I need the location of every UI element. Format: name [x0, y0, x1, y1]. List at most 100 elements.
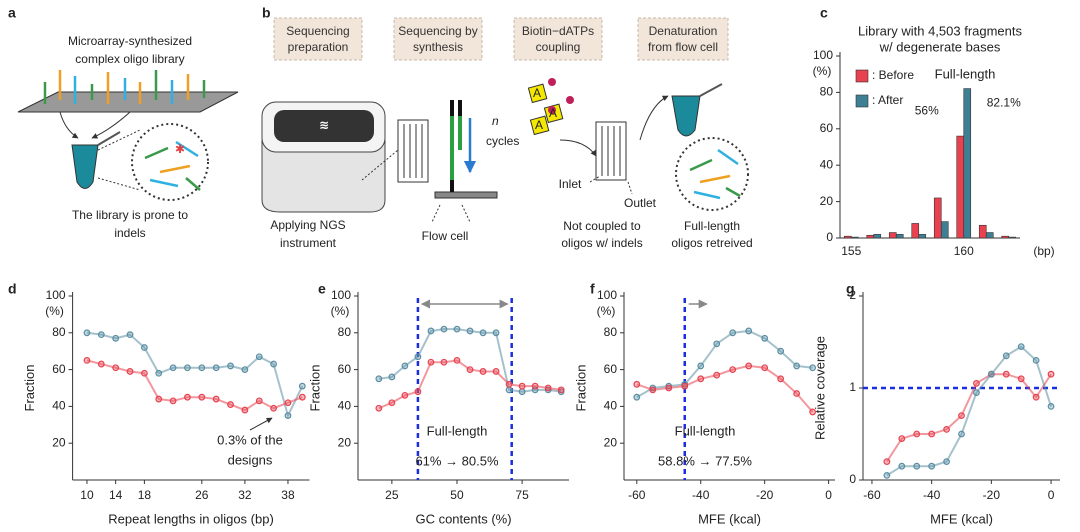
x-tick-label: 0 — [825, 488, 832, 502]
data-point — [112, 364, 120, 372]
x-tick-label: -60 — [863, 488, 881, 502]
data-point — [198, 364, 206, 372]
data-point — [492, 368, 500, 375]
data-point — [212, 395, 220, 403]
x-tick-label: 38 — [281, 488, 295, 502]
legend-swatch — [855, 94, 869, 108]
data-point — [943, 426, 950, 433]
x-axis-title: MFE (kcal) — [930, 511, 993, 526]
step-text: Sequencing by — [398, 24, 477, 38]
data-point — [375, 375, 383, 383]
steps: Sequencing preparation Sequencing by syn… — [273, 17, 729, 61]
bar — [1001, 235, 1010, 239]
data-point — [809, 408, 817, 416]
x-tick-label: -20 — [983, 488, 1001, 502]
y-tick-label: 80 — [820, 85, 834, 99]
data-point — [155, 395, 163, 403]
data-point — [793, 390, 801, 397]
diagram-text: Outlet — [624, 196, 657, 210]
series-line — [378, 359, 562, 410]
legend-label: : Before — [872, 68, 914, 82]
data-point — [112, 334, 120, 342]
data-point — [284, 412, 292, 420]
data-point — [973, 380, 980, 387]
zoom-circle — [131, 123, 209, 201]
diagram-text: complex oligo library — [75, 52, 184, 66]
data-point — [681, 382, 689, 390]
annotation: designs — [228, 452, 273, 467]
leader — [627, 181, 633, 195]
data-point — [898, 462, 906, 470]
bar — [911, 223, 920, 239]
arrow — [639, 95, 669, 141]
bar — [1008, 236, 1017, 239]
data-point — [518, 388, 526, 396]
step-box — [393, 17, 483, 61]
data-point — [505, 386, 513, 394]
data-point — [241, 406, 249, 414]
data-point — [913, 462, 921, 470]
panel-label: d — [8, 281, 17, 297]
data-point — [97, 331, 105, 339]
series-line — [636, 329, 813, 399]
y-tick-label: 60 — [604, 362, 618, 376]
zoom-circle — [675, 137, 749, 211]
data-point — [943, 458, 950, 466]
y-tick-label: 0 — [826, 230, 833, 244]
x-axis-title: MFE (kcal) — [698, 511, 761, 526]
data-point — [958, 430, 965, 438]
y-tick-label: 20 — [52, 435, 66, 449]
y-tick-label: 40 — [338, 399, 352, 413]
data-point — [140, 344, 148, 351]
data-point — [440, 358, 448, 366]
step-box — [273, 17, 363, 61]
y-axis-title: Fraction — [22, 365, 37, 412]
leader — [589, 175, 601, 183]
data-point — [958, 412, 965, 420]
step-text: coupling — [536, 40, 581, 54]
data-point — [298, 393, 306, 401]
data-point — [1002, 352, 1010, 360]
data-point — [140, 369, 148, 377]
annotation: Full-length — [675, 423, 736, 438]
data-point — [466, 327, 474, 335]
data-point — [184, 393, 191, 401]
bar — [933, 197, 942, 239]
data-point — [126, 368, 134, 375]
diagram-text: Not coupled to — [563, 219, 641, 233]
x-tick-label: 26 — [195, 488, 209, 502]
tube-cap — [97, 131, 121, 146]
bar — [888, 232, 897, 239]
data-point — [83, 357, 91, 364]
arrow — [559, 139, 597, 157]
data-point — [793, 362, 801, 370]
step-text: Biotin−dATPs — [522, 24, 594, 38]
y-axis-title: Fraction — [307, 365, 322, 412]
step-text: Sequencing — [286, 24, 349, 38]
data-point — [479, 368, 487, 375]
arrow — [91, 111, 131, 139]
data-point — [729, 329, 737, 337]
x-tick-label: 50 — [450, 488, 464, 502]
y-tick-label: 20 — [820, 194, 834, 208]
step-text: Denaturation — [649, 24, 718, 38]
data-point — [479, 329, 487, 337]
x-axis-title: GC contents (%) — [415, 511, 511, 526]
bar — [985, 232, 994, 239]
data-point — [155, 369, 163, 377]
data-point — [1017, 375, 1025, 383]
diagram-text: The library is prone to — [72, 208, 188, 222]
surface — [434, 191, 498, 199]
arrow — [59, 111, 79, 139]
annotation: Full-length — [935, 66, 996, 81]
chart-subtitle: w/ degenerate bases — [879, 39, 1001, 54]
data-point — [492, 329, 500, 337]
flow-cell-lanes — [403, 124, 423, 178]
diagram-text: cycles — [486, 134, 519, 148]
data-point — [518, 382, 526, 390]
data-point — [987, 370, 995, 378]
bar — [895, 234, 904, 239]
data-point — [1032, 357, 1040, 364]
data-point — [544, 384, 552, 392]
